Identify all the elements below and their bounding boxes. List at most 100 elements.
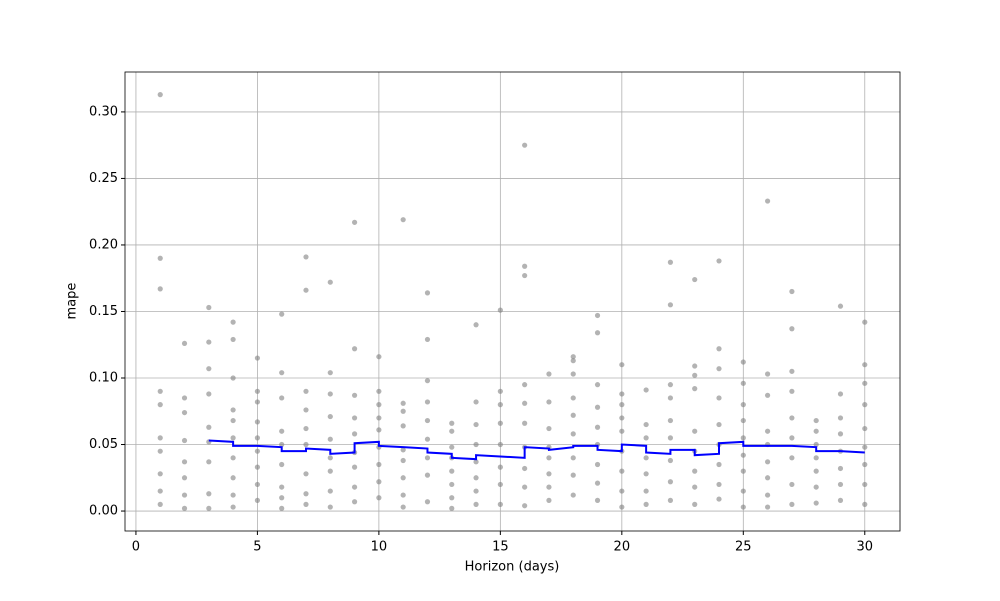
point [351,346,358,352]
point [376,402,382,408]
x-axis-label: Horizon (days) [465,560,560,575]
point [643,501,649,507]
point [789,368,795,374]
point [400,217,406,223]
point [157,471,163,477]
point [789,435,795,441]
point [279,495,285,501]
point [449,444,455,450]
point [740,380,746,386]
point [206,391,212,397]
y-tick-label: 0.00 [89,504,118,519]
point [254,448,261,454]
point [279,441,285,448]
point [206,459,212,465]
point [230,407,236,413]
point [424,336,431,343]
point [424,290,431,296]
point [522,484,528,490]
point [570,472,576,478]
point [594,404,601,410]
point [764,492,771,498]
point [327,488,333,494]
point [181,437,188,444]
point [424,378,431,384]
point [764,459,771,465]
point [837,465,844,472]
point [546,371,552,377]
point [789,455,795,461]
point [181,409,188,416]
point [497,481,503,488]
point [303,287,309,293]
point [667,497,674,503]
point [789,388,795,394]
point [667,457,674,464]
point [764,475,771,481]
point [497,388,503,394]
point [570,431,576,437]
point [570,492,576,498]
point [594,461,601,468]
y-tick-label: 0.10 [89,371,118,386]
point [643,488,649,494]
x-tick-label: 15 [492,540,509,555]
point [764,504,771,510]
point [643,387,649,393]
point [740,402,746,408]
point [789,481,795,488]
point [424,499,431,505]
point [473,459,479,465]
point [764,198,771,204]
point [157,286,163,292]
point [570,358,576,364]
point [400,504,406,510]
point [667,382,674,388]
point [376,461,382,468]
point [206,424,212,430]
point [400,492,406,498]
point [376,388,382,394]
point [376,354,382,360]
point [424,399,431,405]
point [157,402,163,408]
point [716,366,722,372]
point [837,303,844,309]
point [181,395,188,401]
x-tick-label: 30 [856,540,873,555]
point [157,435,163,441]
point [157,255,163,261]
point [692,468,698,474]
point [303,425,309,432]
point [522,272,528,279]
point [643,421,649,428]
point [424,417,431,424]
point [740,452,746,458]
point [206,505,212,511]
point [716,496,722,502]
point [716,395,722,401]
point [279,461,285,468]
point [351,484,358,490]
point [327,370,333,376]
y-tick-label: 0.05 [89,437,118,452]
point [619,391,625,397]
point [862,501,868,507]
point [254,481,261,488]
point [351,392,358,398]
point [449,505,455,511]
point [497,501,503,507]
point [230,492,236,498]
point [619,468,625,474]
point [473,475,479,481]
point [594,497,601,503]
point [303,491,309,497]
mean-line [208,439,865,461]
point [473,488,479,494]
point [813,484,819,490]
point [279,395,285,401]
point [351,219,358,225]
point [449,481,455,488]
point [570,354,576,360]
point [740,488,746,494]
